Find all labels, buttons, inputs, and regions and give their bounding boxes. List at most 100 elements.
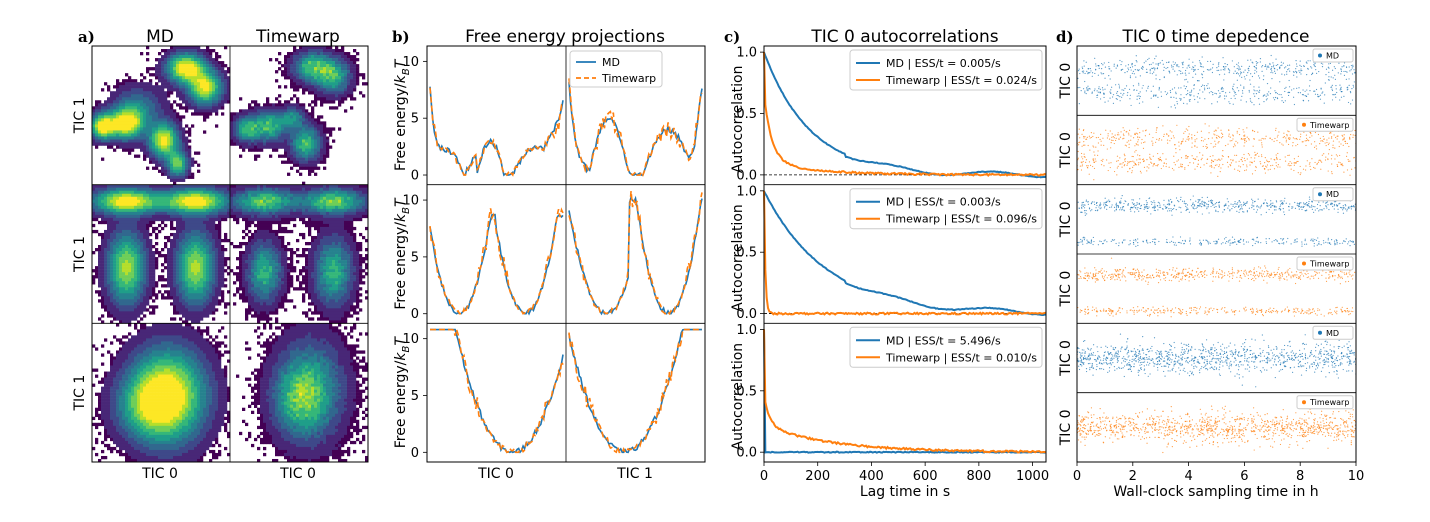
autocorr-line-timewarp-row-3 bbox=[763, 329, 1047, 454]
heatmap-timewarp-row-2 bbox=[230, 184, 369, 324]
panel-b-xlabel-2: TIC 1 bbox=[616, 466, 653, 482]
scatter-timewarp-4 bbox=[1077, 257, 1356, 318]
autocorr-xtick-label: 1000 bbox=[1016, 469, 1049, 484]
panel-c-xlabel: Lag time in s bbox=[860, 484, 950, 500]
legend-label-md: MD bbox=[602, 56, 620, 69]
panel-a-column-title-md: MD bbox=[146, 27, 174, 47]
panel-c-title: TIC 0 autocorrelations bbox=[810, 27, 998, 47]
legend-box bbox=[849, 188, 1043, 230]
legend-label: MD bbox=[1326, 190, 1339, 199]
panel-b-ylabel-row-1: Free energy/kBT bbox=[393, 58, 412, 171]
autocorr-line-md-row-2 bbox=[763, 190, 1047, 317]
fe-ytick-label: 10 bbox=[402, 55, 419, 70]
fe-line-md-r1-c1 bbox=[429, 86, 564, 177]
legend-label-md: MD | ESS/t = 0.003/s bbox=[886, 196, 1001, 209]
legend-label: Timewarp bbox=[1309, 398, 1349, 407]
scatter-md-5 bbox=[1076, 333, 1357, 388]
legend-box bbox=[1296, 117, 1354, 132]
autocorr-ytick-label: 0.5 bbox=[736, 384, 757, 399]
heatmap-md-row-2 bbox=[92, 184, 231, 324]
panel-a-column-title-timewarp: Timewarp bbox=[255, 27, 340, 47]
panel-d-ylabel-3: TIC 0 bbox=[1058, 201, 1074, 238]
legend-label-md: MD | ESS/t = 0.005/s bbox=[886, 57, 1001, 70]
scatter-timewarp-6 bbox=[1076, 405, 1357, 454]
panel-b-ylabel-row-2: Free energy/kBT bbox=[393, 197, 412, 310]
scatter-xtick-label: 2 bbox=[1129, 469, 1137, 484]
legend-box bbox=[849, 326, 1043, 368]
fe-line-md-r3-c2 bbox=[568, 328, 702, 454]
autocorr-xtick-label: 200 bbox=[805, 469, 830, 484]
scatter-xtick-label: 4 bbox=[1184, 469, 1192, 484]
legend-box bbox=[1312, 187, 1354, 202]
autocorr-line-timewarp-row-1 bbox=[763, 52, 1047, 178]
heatmap-timewarp-row-1 bbox=[230, 46, 369, 185]
fe-line-timewarp-r1-c2 bbox=[568, 78, 703, 177]
scatter-timewarp-2 bbox=[1076, 123, 1357, 181]
panel-a-ylabel-row-2: TIC 1 bbox=[72, 236, 88, 273]
scatter-xtick-label: 10 bbox=[1348, 469, 1365, 484]
panel-d: TIC 0 time depedence Wall-clock sampling… bbox=[1058, 27, 1364, 500]
fe-ytick-label: 0 bbox=[411, 169, 419, 184]
fe-ytick-label: 0 bbox=[411, 307, 419, 322]
fe-ytick-label: 5 bbox=[411, 389, 419, 404]
fe-line-timewarp-r3-c2 bbox=[568, 328, 702, 454]
autocorr-ytick-label: 0.0 bbox=[736, 446, 757, 461]
panel-d-ylabel-5: TIC 0 bbox=[1058, 340, 1074, 377]
scatter-xtick-label: 8 bbox=[1296, 469, 1304, 484]
panel-c-ylabel-row-1: Autocorrelation bbox=[730, 66, 746, 174]
legend-marker bbox=[1302, 261, 1306, 266]
legend-label: Timewarp bbox=[1309, 121, 1349, 130]
legend-box bbox=[1312, 48, 1354, 63]
panel-c-frame bbox=[763, 45, 1047, 463]
heatmap-md-row-3 bbox=[92, 323, 231, 463]
autocorr-xtick-label: 0 bbox=[760, 469, 768, 484]
autocorr-ytick-label: 1.0 bbox=[736, 184, 757, 199]
legend-marker bbox=[1318, 330, 1322, 335]
panel-b-legend: MD Timewarp bbox=[569, 50, 663, 88]
legend-box bbox=[849, 49, 1043, 91]
scatter-xtick-label: 6 bbox=[1240, 469, 1248, 484]
legend-marker bbox=[1318, 192, 1322, 197]
scatter-legend-2: Timewarp bbox=[1296, 117, 1354, 132]
fe-ytick-label: 10 bbox=[402, 194, 419, 209]
panel-label-b: b) bbox=[392, 28, 410, 46]
panel-d-xlabel: Wall-clock sampling time in h bbox=[1113, 484, 1318, 500]
scatter-legend-1: MD bbox=[1312, 48, 1354, 63]
autocorr-xtick-label: 800 bbox=[966, 469, 991, 484]
legend-label-timewarp: Timewarp | ESS/t = 0.096/s bbox=[885, 213, 1037, 226]
panel-d-ylabel-2: TIC 0 bbox=[1058, 132, 1074, 169]
fe-line-timewarp-r2-c2 bbox=[568, 190, 703, 316]
panel-c-ylabel-row-2: Autocorrelation bbox=[730, 204, 746, 312]
fe-ytick-label: 5 bbox=[411, 250, 419, 265]
panel-b-ylabel-row-3: Free energy/kBT bbox=[393, 336, 412, 449]
legend-label: Timewarp bbox=[1309, 260, 1349, 269]
legend-label-timewarp: Timewarp | ESS/t = 0.024/s bbox=[885, 74, 1037, 87]
legend-box bbox=[1312, 325, 1354, 340]
fe-line-md-r1-c2 bbox=[568, 82, 703, 177]
autocorr-xtick-label: 400 bbox=[859, 469, 884, 484]
legend-label: MD bbox=[1326, 52, 1339, 61]
autocorr-ytick-label: 0.5 bbox=[736, 246, 757, 261]
scatter-legend-6: Timewarp bbox=[1296, 395, 1354, 410]
panel-a-ylabel-row-3: TIC 1 bbox=[72, 375, 88, 412]
panel-c-ylabel-row-3: Autocorrelation bbox=[730, 343, 746, 451]
panel-d-title: TIC 0 time depedence bbox=[1121, 27, 1309, 47]
fe-line-timewarp-r2-c1 bbox=[429, 207, 564, 315]
legend-marker bbox=[1318, 53, 1322, 58]
autocorr-ytick-label: 1.0 bbox=[736, 46, 757, 61]
scatter-legend-4: Timewarp bbox=[1296, 256, 1354, 271]
autocorr-ytick-label: 0.0 bbox=[736, 168, 757, 183]
panel-a-xlabel-1: TIC 0 bbox=[141, 466, 178, 482]
fe-ytick-label: 10 bbox=[402, 332, 419, 347]
autocorr-xtick-label: 600 bbox=[913, 469, 938, 484]
autocorr-legend-row-1: MD | ESS/t = 0.005/s Timewarp | ESS/t = 0… bbox=[849, 49, 1043, 91]
legend-label: MD bbox=[1326, 329, 1339, 338]
panel-a-ylabel-row-1: TIC 1 bbox=[72, 97, 88, 134]
autocorr-line-md-row-3 bbox=[763, 329, 1047, 454]
panel-d-ylabel-1: TIC 0 bbox=[1058, 63, 1074, 100]
panel-label-a: a) bbox=[78, 28, 95, 46]
scatter-legend-3: MD bbox=[1312, 187, 1354, 202]
panel-b-title: Free energy projections bbox=[465, 27, 665, 47]
autocorr-legend-row-2: MD | ESS/t = 0.003/s Timewarp | ESS/t = 0… bbox=[849, 188, 1043, 230]
